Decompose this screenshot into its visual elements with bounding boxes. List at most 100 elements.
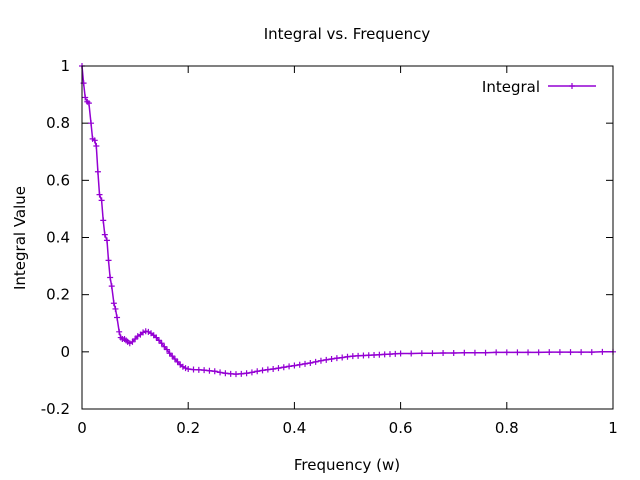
data-point xyxy=(365,352,372,359)
data-point xyxy=(264,366,271,373)
data-point xyxy=(105,257,112,264)
data-point xyxy=(323,356,330,363)
legend-entry-integral: Integral xyxy=(482,78,540,96)
x-tick-label: 0.8 xyxy=(495,419,519,437)
data-point xyxy=(248,369,255,376)
data-point xyxy=(201,367,208,374)
legend-marker-sample xyxy=(569,83,575,89)
data-point xyxy=(578,349,585,356)
data-point xyxy=(171,355,178,362)
plot-frame xyxy=(81,65,614,410)
data-point xyxy=(450,349,457,356)
data-point xyxy=(243,370,250,377)
data-point xyxy=(232,371,239,378)
data-point xyxy=(103,237,110,244)
y-tick-label: 1 xyxy=(60,57,70,75)
data-point xyxy=(493,349,500,356)
data-point xyxy=(386,351,393,358)
data-point xyxy=(286,363,293,370)
legend: Integral xyxy=(482,78,596,96)
data-point xyxy=(503,349,510,356)
data-point xyxy=(140,329,147,336)
data-point xyxy=(98,197,105,204)
data-point xyxy=(80,80,87,87)
data-point xyxy=(408,350,415,357)
data-point xyxy=(163,346,170,353)
data-point xyxy=(169,353,176,360)
data-point xyxy=(371,351,378,358)
data-point xyxy=(360,352,367,359)
y-axis-label: Integral Value xyxy=(11,186,29,290)
data-point xyxy=(482,349,489,356)
data-point xyxy=(355,352,362,359)
data-point xyxy=(344,353,351,360)
data-point xyxy=(328,355,335,362)
chart-title: Integral vs. Frequency xyxy=(264,25,431,43)
data-point xyxy=(349,353,356,360)
data-point xyxy=(588,349,595,356)
y-tick-label: 0.6 xyxy=(46,171,70,189)
data-point xyxy=(195,366,202,373)
y-tick-label: 0.8 xyxy=(46,114,70,132)
data-point xyxy=(114,314,121,321)
data-point xyxy=(110,300,117,307)
data-point xyxy=(525,349,532,356)
y-tick-label: 0.2 xyxy=(46,286,70,304)
data-point xyxy=(392,350,399,357)
data-point xyxy=(96,191,103,198)
data-point xyxy=(339,354,346,361)
data-point xyxy=(93,143,100,150)
data-point xyxy=(100,217,107,224)
data-point xyxy=(567,349,574,356)
data-point xyxy=(333,355,340,362)
data-point xyxy=(182,365,189,372)
data-point xyxy=(206,367,213,374)
data-point xyxy=(376,351,383,358)
x-axis-label: Frequency (w) xyxy=(294,456,400,474)
x-tick-label: 1 xyxy=(608,419,618,437)
data-point xyxy=(174,358,181,365)
y-tick-label: 0.4 xyxy=(46,229,70,247)
y-tick-label: -0.2 xyxy=(41,400,70,418)
data-point xyxy=(238,370,245,377)
plot-area xyxy=(79,63,616,378)
data-point xyxy=(296,361,303,368)
axis-ticks: 0 0.2 0.4 0.6 0.8 1 -0.2 0 0.2 0.4 0.6 0.8 1 xyxy=(41,57,618,437)
data-point xyxy=(222,370,229,377)
data-point xyxy=(514,349,521,356)
data-point xyxy=(270,365,277,372)
data-point xyxy=(556,349,563,356)
data-point xyxy=(302,360,309,367)
data-point xyxy=(158,340,165,347)
data-point xyxy=(397,350,404,357)
data-point xyxy=(312,358,319,365)
data-point xyxy=(317,357,324,364)
data-point xyxy=(381,351,388,358)
data-point xyxy=(599,348,606,355)
data-point xyxy=(132,335,139,342)
data-point xyxy=(429,350,436,357)
data-point xyxy=(227,370,234,377)
data-point xyxy=(108,283,115,290)
data-point xyxy=(91,137,98,144)
series-line-0 xyxy=(81,65,613,375)
data-point xyxy=(471,349,478,356)
data-point xyxy=(161,343,168,350)
x-tick-label: 0 xyxy=(77,419,87,437)
x-tick-label: 0.6 xyxy=(389,419,413,437)
data-point xyxy=(440,349,447,356)
data-point xyxy=(190,366,197,373)
data-point xyxy=(546,349,553,356)
data-point xyxy=(101,231,108,238)
data-point xyxy=(259,367,266,374)
data-point xyxy=(153,334,160,341)
data-point xyxy=(307,359,314,366)
data-point xyxy=(211,368,218,375)
data-point xyxy=(94,168,101,175)
data-point xyxy=(280,364,287,371)
y-tick-label: 0 xyxy=(60,343,70,361)
data-point xyxy=(85,100,92,107)
data-point xyxy=(88,120,95,127)
data-point xyxy=(535,349,542,356)
